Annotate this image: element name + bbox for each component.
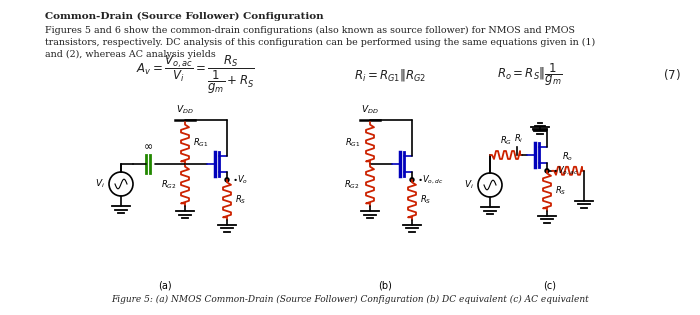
Text: $V_i$: $V_i$: [95, 178, 105, 190]
Text: Figures 5 and 6 show the common-drain configurations (also known as source follo: Figures 5 and 6 show the common-drain co…: [45, 26, 575, 35]
Text: $(7)$: $(7)$: [663, 67, 681, 83]
Circle shape: [545, 169, 549, 173]
Text: $R_i$: $R_i$: [514, 133, 524, 145]
Text: (a): (a): [158, 280, 172, 290]
Text: $R_{G1}$: $R_{G1}$: [344, 137, 360, 149]
Text: $R_o$: $R_o$: [562, 150, 573, 163]
Text: (b): (b): [378, 280, 392, 290]
Text: $R_S$: $R_S$: [420, 193, 431, 206]
Text: $R_o = R_S \| \dfrac{1}{g_m}$: $R_o = R_S \| \dfrac{1}{g_m}$: [497, 62, 563, 88]
Text: $R_{G2}$: $R_{G2}$: [344, 179, 360, 191]
Text: Common-Drain (Source Follower) Configuration: Common-Drain (Source Follower) Configura…: [45, 12, 323, 21]
Text: $\bullet V_{o,dc}$: $\bullet V_{o,dc}$: [417, 174, 443, 186]
Text: $\bullet V_o$: $\bullet V_o$: [232, 174, 248, 186]
Text: $R_i = R_{G1} \| R_{G2}$: $R_i = R_{G1} \| R_{G2}$: [354, 67, 426, 83]
Text: (c): (c): [543, 280, 556, 290]
Circle shape: [410, 178, 414, 182]
Text: $V_{DD}$: $V_{DD}$: [361, 104, 379, 116]
Text: $R_S$: $R_S$: [555, 185, 566, 197]
Text: $\infty$: $\infty$: [143, 141, 153, 151]
Text: $A_v = \dfrac{V_{o,ac}}{V_i} = \dfrac{R_S}{\dfrac{1}{g_m} + R_S}$: $A_v = \dfrac{V_{o,ac}}{V_i} = \dfrac{R_…: [136, 54, 254, 96]
Text: $R_G$: $R_G$: [500, 135, 512, 147]
Circle shape: [225, 178, 229, 182]
Text: $R_S$: $R_S$: [235, 193, 246, 206]
Text: Figure 5: (a) NMOS Common-Drain (Source Follower) Configuration (b) DC equivalen: Figure 5: (a) NMOS Common-Drain (Source …: [111, 295, 589, 304]
Text: $R_{G2}$: $R_{G2}$: [162, 179, 177, 191]
Text: $V_i$: $V_i$: [464, 179, 474, 191]
Text: and (2), whereas AC analysis yields: and (2), whereas AC analysis yields: [45, 50, 216, 59]
Text: $V_{DD}$: $V_{DD}$: [176, 104, 194, 116]
Text: $\bullet V_{o,ac}$: $\bullet V_{o,ac}$: [552, 165, 578, 177]
Text: $R_{G1}$: $R_{G1}$: [193, 137, 209, 149]
Text: transistors, respectively. DC analysis of this configuration can be performed us: transistors, respectively. DC analysis o…: [45, 38, 595, 47]
